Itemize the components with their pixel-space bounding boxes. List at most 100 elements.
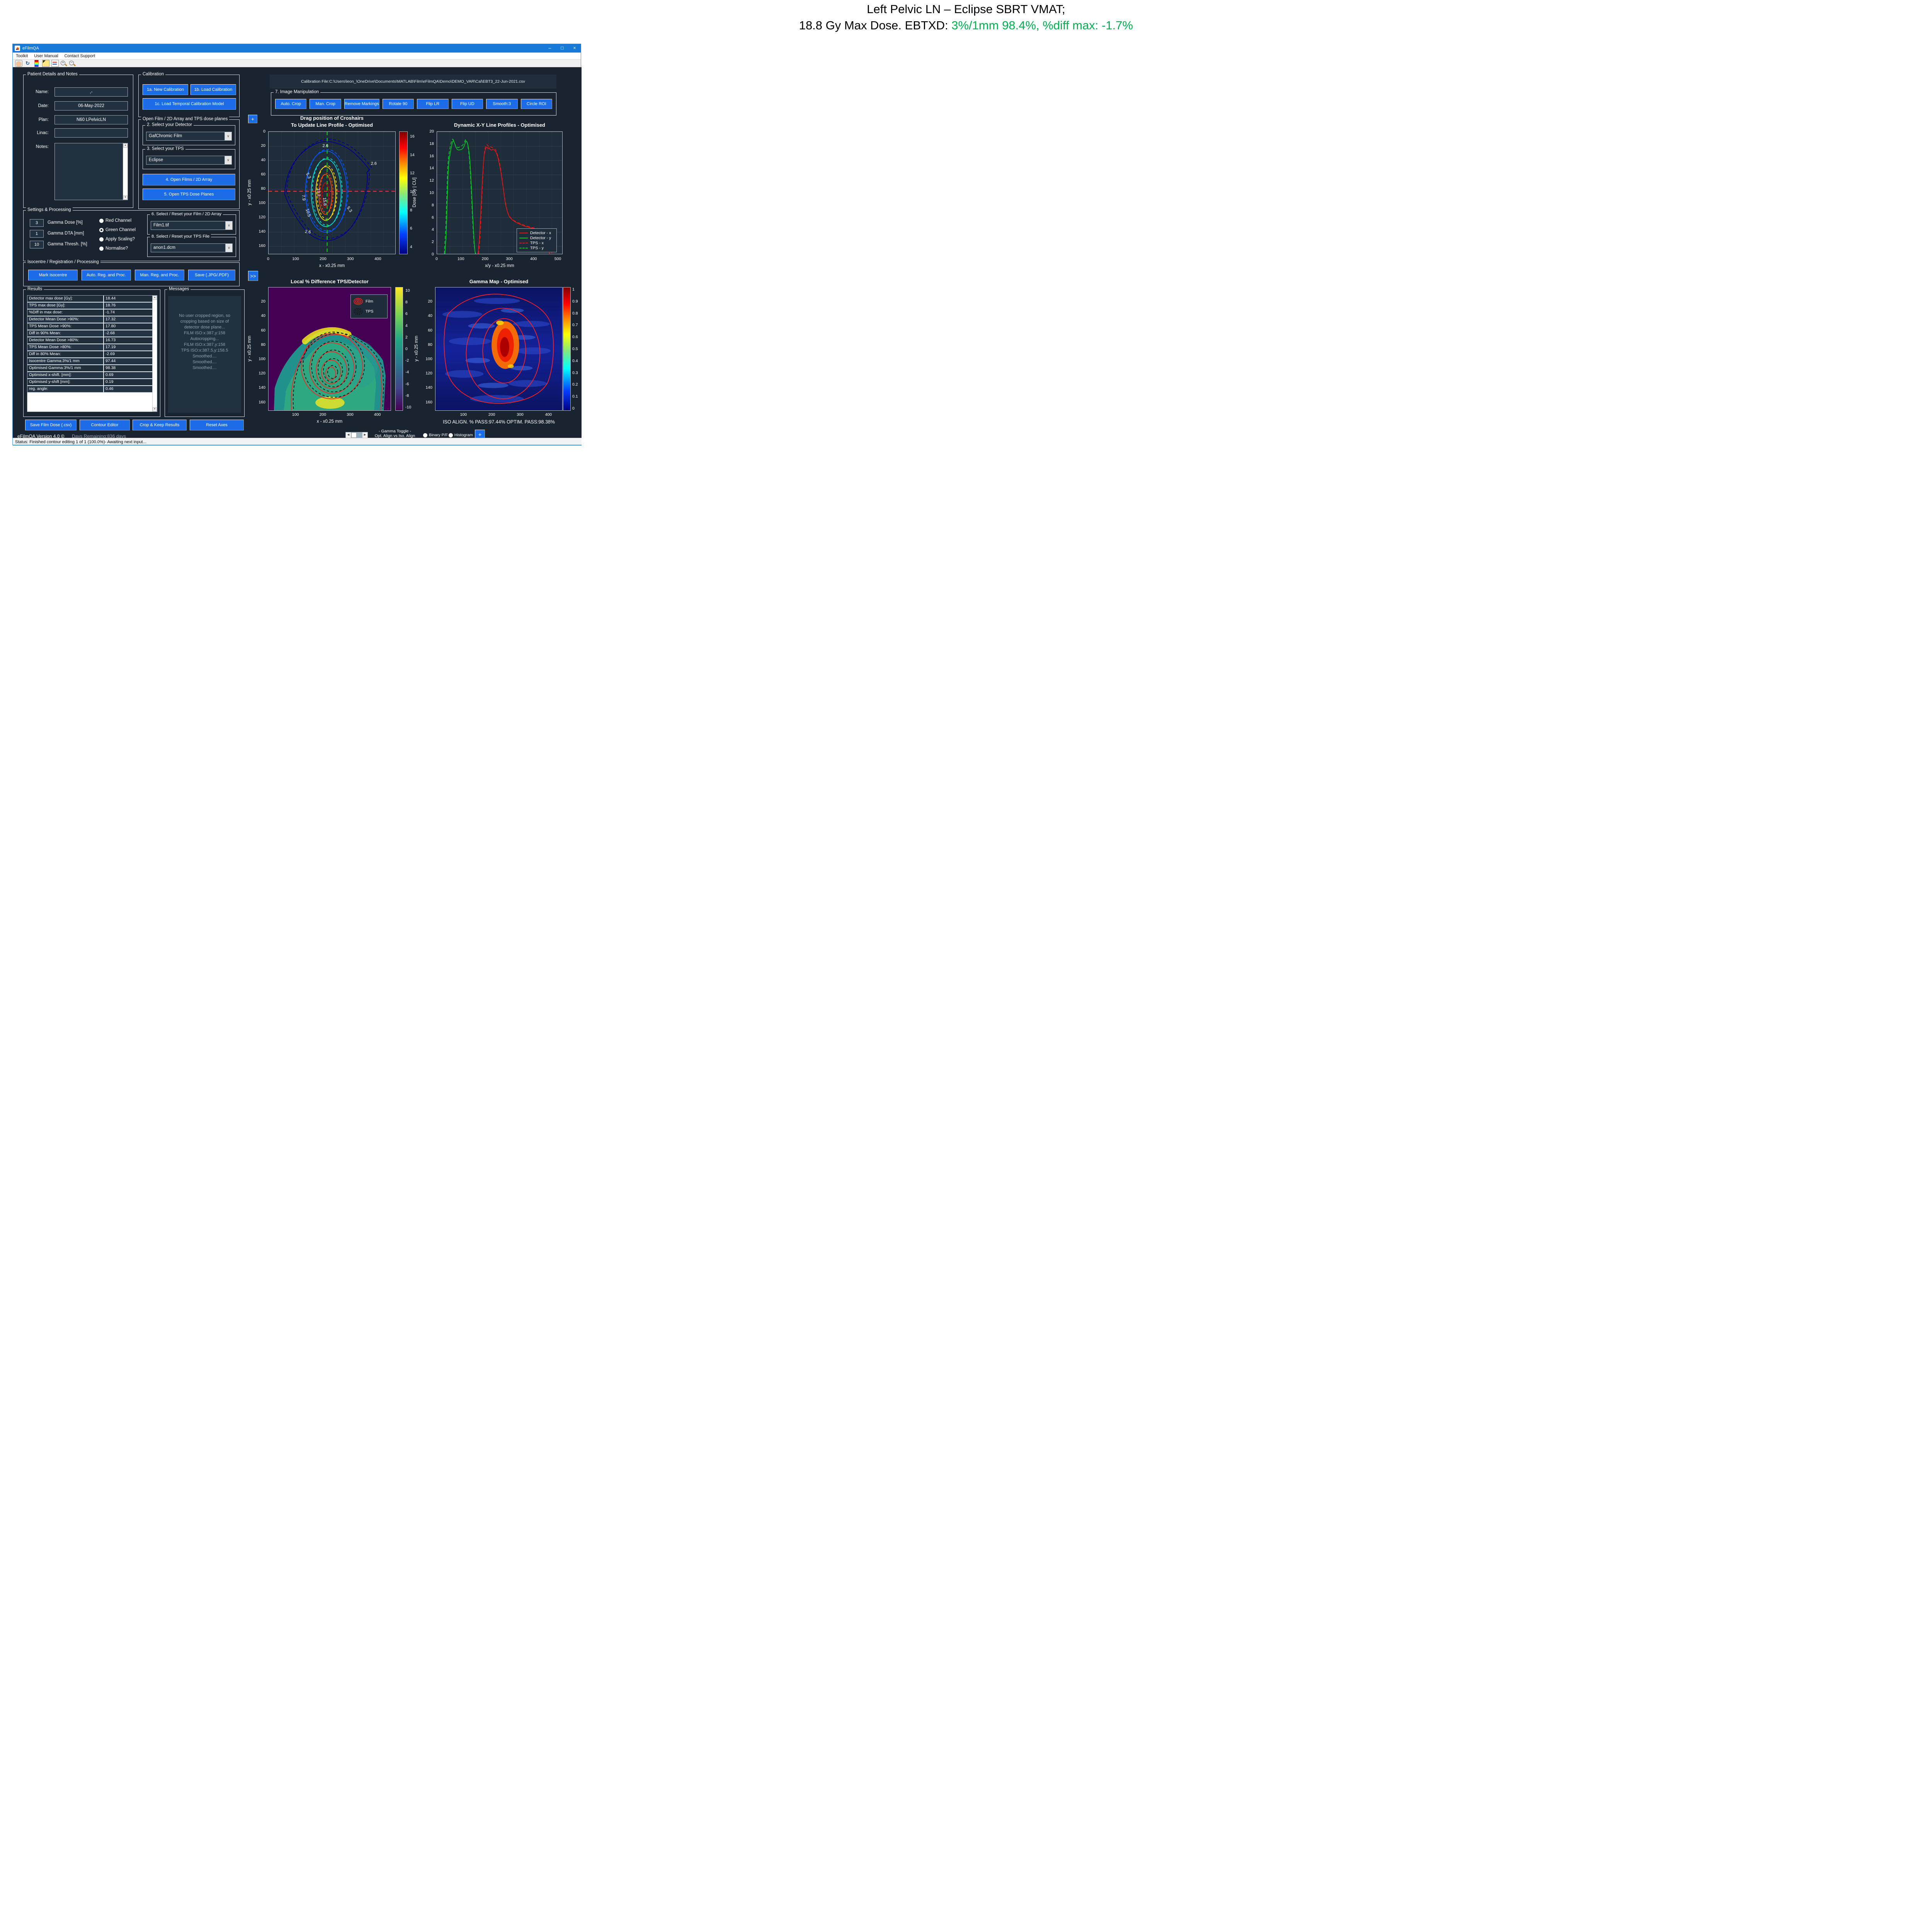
flip-lr-button[interactable]: Flip LR [417, 99, 449, 109]
localdiff-plot-canvas [269, 287, 391, 410]
menu-item-toolkit[interactable]: Toolkit [16, 53, 28, 58]
message-line: FILM ISO:x:387,y:158 [184, 331, 225, 335]
film-dropdown[interactable]: Film1.tif ∨ [151, 221, 233, 230]
channel-radio-apply-scaling[interactable]: Apply Scaling? [99, 237, 135, 242]
scroll-down-icon[interactable]: ▼ [153, 407, 157, 412]
tick-label: 80 [261, 186, 265, 191]
chevron-down-icon[interactable]: ∨ [224, 132, 231, 140]
channel-radio-normalise[interactable]: Normalise? [99, 246, 128, 251]
open-films-button[interactable]: 4. Open Films / 2D Array [143, 174, 235, 185]
gamma-toggle-slider[interactable]: ◀ ▶ [345, 432, 368, 438]
forward-button[interactable]: >> [248, 271, 258, 281]
crop-keep-results-button[interactable]: Crop & Keep Results [133, 420, 187, 430]
save-film-dose-button[interactable]: Save Film Dose (.csv) [25, 420, 77, 430]
slider-right-icon[interactable]: ▶ [362, 432, 367, 438]
results-scrollbar[interactable]: ▲ ▼ [152, 296, 157, 412]
scroll-up-icon[interactable]: ▲ [153, 296, 157, 300]
plan-field[interactable]: N60 LPelvicLN [54, 115, 128, 124]
detector-dropdown[interactable]: GafChromic Film ∨ [146, 132, 232, 141]
contour-plot[interactable]: 2.6 5.3 7.9 10.5 13.2 15.8 2.6 5.3 2.6 [268, 131, 396, 254]
table-row[interactable]: Diff in 90% Mean: -2.68 [27, 330, 152, 337]
gamma-plot[interactable] [435, 287, 563, 411]
menu-item-contact-support[interactable]: Contact Support [64, 53, 95, 58]
table-row[interactable]: Diff in 80% Mean: -2.69 [27, 351, 152, 358]
scroll-up-icon[interactable]: ▲ [123, 143, 128, 148]
contour-editor-button[interactable]: Contour Editor [80, 420, 130, 430]
pan-hand-icon[interactable] [15, 60, 22, 67]
gamma-dta-field[interactable]: 1 [30, 230, 44, 238]
name-field[interactable]: ,- [54, 87, 128, 97]
slider-thumb[interactable] [351, 432, 357, 438]
zoom-out-icon[interactable] [69, 60, 76, 66]
colorbar-icon[interactable] [34, 60, 39, 67]
expand-plus-button[interactable]: + [248, 115, 257, 123]
results-table[interactable]: Detector max dose [Gy]: 18.44 TPS max dose… [27, 295, 157, 412]
table-row[interactable]: Detector Mean Dose >80%: 16.73 [27, 337, 152, 344]
chevron-down-icon[interactable]: ∨ [225, 221, 232, 230]
auto-crop-button[interactable]: Auto. Crop [275, 99, 307, 109]
table-row[interactable]: TPS max dose [Gy]: 18.76 [27, 303, 152, 310]
gamma-thresh-field[interactable]: 10 [30, 241, 44, 248]
table-row[interactable]: TPS Mean Dose >90%: 17.80 [27, 323, 152, 330]
flip-ud-button[interactable]: Flip UD [451, 99, 483, 109]
table-row[interactable]: %Diff in max dose: -1.74 [27, 310, 152, 316]
mark-isocentre-button[interactable]: Mark Isocentre [28, 270, 78, 281]
tps-file-dropdown[interactable]: anon1.dcm ∨ [151, 243, 233, 252]
save-jpg-pdf-button[interactable]: Save (.JPG/.PDF) [188, 270, 235, 281]
reset-axes-button[interactable]: Reset Axes [190, 420, 244, 430]
table-row[interactable]: Detector max dose [Gy]: 18.44 [27, 296, 152, 303]
chevron-down-icon[interactable]: ∨ [224, 156, 231, 164]
channel-radio-red-channel[interactable]: Red Channel [99, 218, 131, 223]
localdiff-plot[interactable]: Film TPS [268, 287, 391, 411]
linac-field[interactable] [54, 128, 128, 138]
radio-icon[interactable] [99, 218, 104, 223]
new-calibration-button[interactable]: 1a. New Calibration [143, 84, 188, 95]
legend-icon[interactable] [51, 60, 59, 67]
load-temporal-calibration-button[interactable]: 1c. Load Temporal Calibration Model [143, 98, 236, 110]
table-row[interactable]: reg. angle: 0.46 [27, 386, 152, 393]
radio-icon[interactable] [423, 433, 427, 437]
tick-label: 100 [425, 357, 432, 362]
data-cursor-icon[interactable] [42, 60, 49, 67]
rotate-3d-icon[interactable]: ↻ [26, 60, 30, 66]
man-crop-button[interactable]: Man. Crop [310, 99, 341, 109]
notes-scrollbar[interactable]: ▲ ▼ [123, 143, 128, 200]
date-field[interactable]: 06-May-2022 [54, 101, 128, 111]
table-row[interactable]: Detector Mean Dose >90%: 17.32 [27, 316, 152, 323]
load-calibration-button[interactable]: 1b. Load Calibration [190, 84, 236, 95]
maximize-button[interactable]: □ [561, 45, 564, 51]
tps-dropdown[interactable]: Eclipse ∨ [146, 156, 232, 165]
title-bar[interactable]: eFilmQA – □ × [13, 44, 581, 53]
menu-item-user-manual[interactable]: User Manual [34, 53, 58, 58]
remove-markings-button[interactable]: Remove Markings [344, 99, 379, 109]
man-reg-button[interactable]: Man. Reg. and Proc. [135, 270, 184, 281]
histogram-radio[interactable]: Histogram [449, 433, 473, 437]
minimize-button[interactable]: – [548, 45, 551, 51]
radio-icon[interactable] [99, 246, 104, 251]
zoom-in-icon[interactable] [61, 60, 67, 66]
radio-icon[interactable] [99, 237, 104, 242]
close-button[interactable]: × [573, 45, 576, 51]
localdiff-colorbar [395, 287, 403, 411]
table-row[interactable]: Optimised Gamma:3%/1 mm 98.38 [27, 365, 152, 372]
rotate-90-button[interactable]: Rotate 90 [382, 99, 414, 109]
tick-label: 100 [292, 257, 299, 261]
smooth-3-button[interactable]: Smooth:3 [486, 99, 518, 109]
binary-pf-radio[interactable]: Binary P/F [423, 433, 448, 437]
profiles-plot[interactable]: Detector - x Detector - y TPS - x TPS - y [437, 131, 563, 254]
table-row[interactable]: TPS Mean Dose >80%: 17.19 [27, 344, 152, 351]
scroll-down-icon[interactable]: ▼ [123, 196, 128, 200]
gamma-dose-field[interactable]: 3 [30, 219, 44, 227]
table-row[interactable]: Optimised y-shift [mm]: 0.19 [27, 379, 152, 386]
chevron-down-icon[interactable]: ∨ [225, 244, 232, 252]
open-tps-button[interactable]: 5. Open TPS Dose Planes [143, 189, 235, 200]
notes-field[interactable]: ▲ ▼ [54, 143, 128, 200]
circle-roi-button[interactable]: Circle ROI [520, 99, 553, 109]
slider-left-icon[interactable]: ◀ [346, 432, 351, 438]
channel-radio-green-channel[interactable]: Green Channel [99, 228, 136, 232]
auto-reg-button[interactable]: Auto. Reg. and Proc. [82, 270, 131, 281]
radio-icon[interactable] [449, 433, 453, 437]
table-row[interactable]: Isocentre Gamma:3%/1 mm 97.44 [27, 358, 152, 365]
table-row[interactable]: Optimised x-shift. [mm]: 0.69 [27, 372, 152, 379]
radio-icon[interactable] [99, 228, 104, 232]
